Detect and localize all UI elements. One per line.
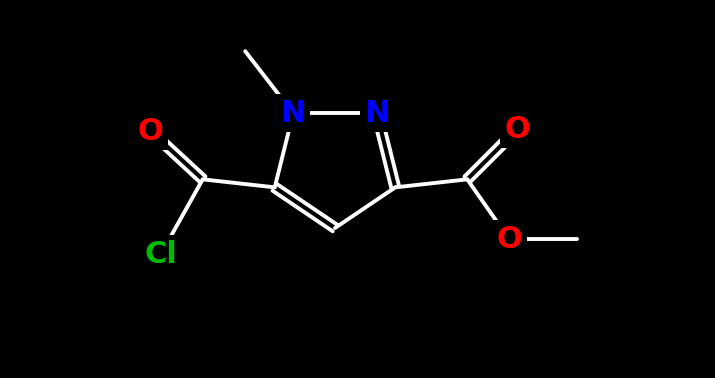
Text: O: O: [504, 115, 531, 144]
Text: Cl: Cl: [144, 240, 177, 269]
Text: O: O: [496, 225, 522, 254]
Text: N: N: [364, 99, 390, 128]
Text: N: N: [280, 99, 306, 128]
Text: O: O: [138, 117, 164, 146]
